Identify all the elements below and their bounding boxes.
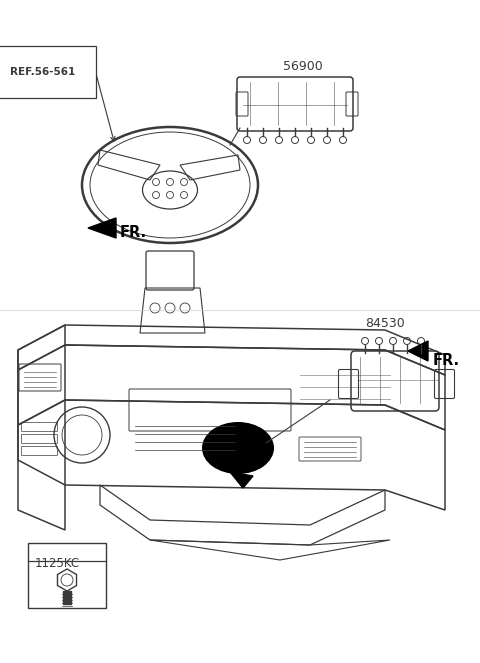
Polygon shape: [63, 591, 71, 604]
Polygon shape: [408, 341, 428, 361]
Text: FR.: FR.: [120, 225, 147, 240]
Polygon shape: [88, 218, 116, 238]
Ellipse shape: [202, 422, 274, 474]
Text: FR.: FR.: [433, 353, 460, 368]
Text: 84530: 84530: [365, 317, 405, 330]
Bar: [28, 543, 106, 608]
Text: REF.56-561: REF.56-561: [10, 67, 75, 77]
Text: 1125KC: 1125KC: [35, 557, 80, 570]
Polygon shape: [230, 472, 253, 488]
Text: 56900: 56900: [283, 60, 323, 73]
